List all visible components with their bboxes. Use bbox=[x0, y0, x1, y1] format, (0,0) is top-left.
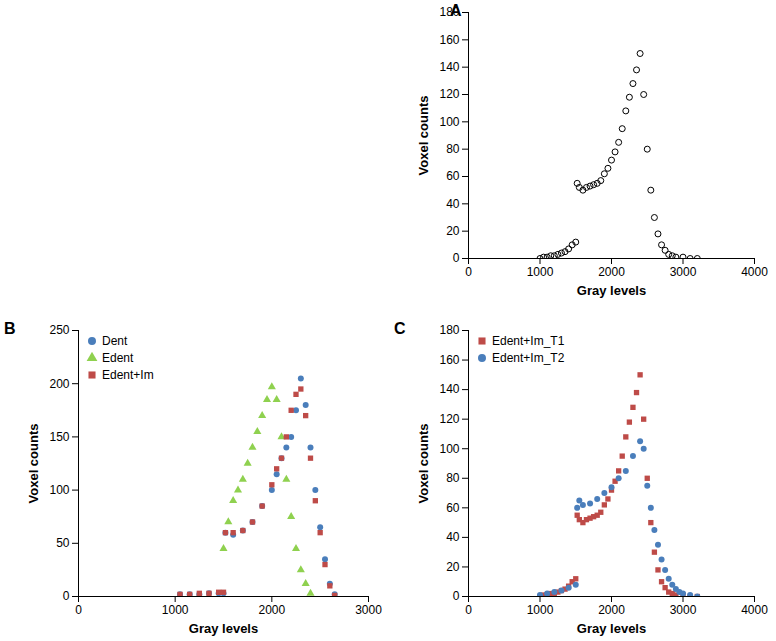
svg-text:100: 100 bbox=[439, 442, 459, 456]
svg-text:Gray levels: Gray levels bbox=[577, 283, 646, 298]
svg-text:60: 60 bbox=[446, 169, 460, 183]
svg-text:0: 0 bbox=[465, 603, 472, 617]
svg-text:180: 180 bbox=[439, 323, 459, 337]
svg-text:150: 150 bbox=[49, 430, 69, 444]
svg-text:1000: 1000 bbox=[527, 265, 554, 279]
svg-text:20: 20 bbox=[446, 224, 460, 238]
svg-text:2000: 2000 bbox=[598, 603, 625, 617]
svg-text:3000: 3000 bbox=[670, 603, 697, 617]
svg-text:60: 60 bbox=[446, 501, 460, 515]
svg-text:50: 50 bbox=[56, 536, 70, 550]
svg-text:1000: 1000 bbox=[527, 603, 554, 617]
svg-text:140: 140 bbox=[439, 382, 459, 396]
svg-text:Gray levels: Gray levels bbox=[577, 621, 646, 636]
svg-text:4000: 4000 bbox=[741, 265, 768, 279]
svg-text:120: 120 bbox=[439, 412, 459, 426]
svg-text:80: 80 bbox=[446, 471, 460, 485]
svg-text:Voxel counts: Voxel counts bbox=[26, 424, 41, 504]
svg-text:0: 0 bbox=[465, 265, 472, 279]
svg-text:40: 40 bbox=[446, 530, 460, 544]
svg-text:160: 160 bbox=[439, 33, 459, 47]
svg-text:20: 20 bbox=[446, 560, 460, 574]
svg-text:40: 40 bbox=[446, 197, 460, 211]
svg-text:0: 0 bbox=[453, 589, 460, 603]
svg-text:0: 0 bbox=[453, 251, 460, 265]
svg-text:160: 160 bbox=[439, 353, 459, 367]
svg-text:1000: 1000 bbox=[162, 603, 189, 617]
svg-text:3000: 3000 bbox=[355, 603, 382, 617]
svg-text:200: 200 bbox=[49, 377, 69, 391]
svg-text:Gray levels: Gray levels bbox=[189, 621, 258, 636]
svg-text:100: 100 bbox=[49, 483, 69, 497]
svg-text:0: 0 bbox=[63, 589, 70, 603]
svg-text:0: 0 bbox=[75, 603, 82, 617]
svg-text:Voxel counts: Voxel counts bbox=[416, 424, 431, 504]
svg-text:2000: 2000 bbox=[258, 603, 285, 617]
svg-text:2000: 2000 bbox=[598, 265, 625, 279]
svg-text:3000: 3000 bbox=[670, 265, 697, 279]
svg-text:4000: 4000 bbox=[741, 603, 768, 617]
svg-text:250: 250 bbox=[49, 323, 69, 337]
svg-text:100: 100 bbox=[439, 115, 459, 129]
svg-text:120: 120 bbox=[439, 87, 459, 101]
svg-text:80: 80 bbox=[446, 142, 460, 156]
svg-text:140: 140 bbox=[439, 60, 459, 74]
svg-text:Voxel counts: Voxel counts bbox=[416, 96, 431, 176]
